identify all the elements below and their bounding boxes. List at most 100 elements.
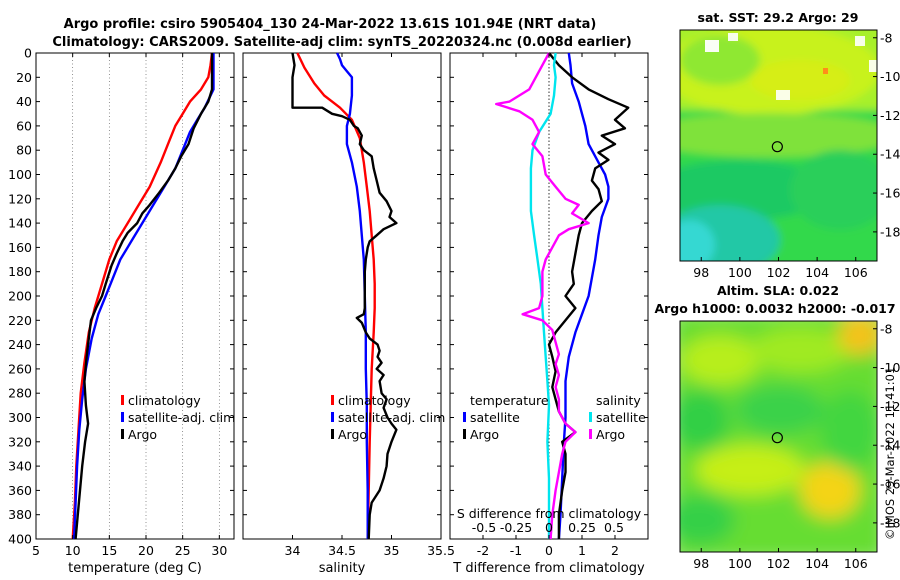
map-y-tick-label: -18 (880, 515, 900, 530)
series-line-argo (291, 52, 398, 540)
legend-label-s-argo: Argo (596, 427, 625, 442)
series-line-climatology (296, 52, 376, 540)
legend-label-argo: Argo (128, 427, 157, 442)
y-tick-label: 0 (24, 46, 32, 61)
legend-label-climatology: climatology (128, 393, 201, 408)
map-y-tick-label: -12 (880, 399, 900, 414)
map-y-tick-label: -18 (880, 224, 900, 239)
map-x-tick-label: 104 (805, 556, 829, 571)
legend-swatch-argo (331, 429, 334, 439)
y-tick-label: 160 (8, 240, 32, 255)
argo-location-marker (771, 141, 783, 153)
x-tick-label: -1 (510, 543, 522, 558)
legend-swatch-satellite (331, 412, 334, 422)
sst-map-title: sat. SST: 29.2 Argo: 29 (698, 10, 859, 25)
map-x-tick-label: 106 (844, 556, 868, 571)
sst-map-field (680, 30, 877, 261)
s-tick-label: 0.5 (604, 520, 624, 535)
sla-map-title-line1: Altim. SLA: 0.022 (717, 283, 839, 298)
x-tick-label: 20 (138, 543, 154, 558)
sla-map: Altim. SLA: 0.022 Argo h1000: 0.0032 h20… (654, 283, 900, 571)
y-tick-label: 260 (8, 361, 32, 376)
x-tick-label: 10 (65, 543, 81, 558)
y-tick-label: 300 (8, 410, 32, 425)
map-x-tick-label: 102 (767, 265, 791, 280)
map-y-tick-label: -14 (880, 147, 900, 162)
x-tick-label: 0 (545, 543, 553, 558)
y-tick-label: 180 (8, 264, 32, 279)
salinity-xlabel: salinity (319, 561, 366, 576)
difference-legend: temperature satellite Argo salinity sate… (463, 393, 646, 442)
y-tick-label: 20 (16, 70, 32, 85)
map-y-tick-label: -16 (880, 186, 900, 201)
map-y-tick-label: -12 (880, 108, 900, 123)
y-tick-label: 140 (8, 216, 32, 231)
series-line-climatology (71, 52, 214, 540)
s-tick-label: 0 (545, 520, 553, 535)
y-tick-label: 40 (16, 94, 32, 109)
difference-top-xlabel: S difference from climatology (457, 506, 642, 521)
series-line-satellite-adj-clim (336, 52, 369, 539)
x-tick-label: 35 (384, 543, 400, 558)
y-tick-label: 320 (8, 434, 32, 449)
legend-label-satellite: satellite-adj. clim (338, 410, 445, 425)
x-tick-label: 30 (211, 543, 227, 558)
legend-label-t-satellite: satellite (470, 410, 520, 425)
legend-label-climatology: climatology (338, 393, 411, 408)
legend-swatch-argo (121, 429, 124, 439)
y-tick-label: 240 (8, 337, 32, 352)
salinity-legend: climatology satellite-adj. clim Argo (331, 393, 445, 442)
y-tick-label: 120 (8, 191, 32, 206)
legend-title-temperature: temperature (470, 393, 549, 408)
s-tick-label: -0.5 (472, 520, 496, 535)
sla-map-title-line2: Argo h1000: 0.0032 h2000: -0.017 (654, 301, 895, 316)
map-x-tick-label: 106 (844, 265, 868, 280)
y-tick-label: 400 (8, 532, 32, 547)
map-x-tick-label: 98 (693, 556, 709, 571)
x-tick-label: 1 (578, 543, 586, 558)
salinity-axes (242, 52, 442, 540)
salinity-panel: 34 34.5 35 35.5 salinity climatology satell… (242, 52, 455, 576)
legend-label-satellite: satellite-adj. clim (128, 410, 235, 425)
map-y-tick-label: -14 (880, 438, 900, 453)
legend-label-t-argo: Argo (470, 427, 499, 442)
legend-swatch-t-satellite (463, 412, 466, 422)
legend-swatch-satellite (121, 412, 124, 422)
x-tick-label: 2 (611, 543, 619, 558)
figure-title-line1: Argo profile: csiro 5905404_130 24-Mar-2… (64, 17, 597, 32)
map-y-tick-label: -8 (880, 321, 893, 336)
legend-swatch-s-satellite (589, 412, 592, 422)
series-line-argo (74, 53, 214, 540)
map-x-tick-label: 104 (805, 265, 829, 280)
difference-top-ticklabels: -0.5 -0.25 0 0.25 0.5 (472, 520, 624, 535)
y-tick-label: 80 (16, 143, 32, 158)
s-tick-label: -0.25 (500, 520, 532, 535)
legend-swatch-climatology (331, 395, 334, 405)
series-line-s-satellite (529, 52, 557, 539)
y-tick-label: 360 (8, 483, 32, 498)
y-tick-label: 380 (8, 507, 32, 522)
map-y-tick-label: -10 (880, 69, 900, 84)
y-tick-label: 60 (16, 118, 32, 133)
y-tick-label: 220 (8, 313, 32, 328)
legend-swatch-t-argo (463, 429, 466, 439)
series-line-satellite-adj-clim (72, 53, 215, 540)
legend-swatch-s-argo (589, 429, 592, 439)
imos-watermark: ©IMOS 29-Mar-2022 11:41:01 (883, 367, 897, 540)
difference-panel: -2 -1 0 1 2 T difference from climatology S … (449, 52, 649, 576)
map-y-tick-label: -10 (880, 360, 900, 375)
series-line-s-argo (495, 52, 590, 540)
x-tick-label: 35.5 (427, 543, 455, 558)
s-tick-label: 0.25 (568, 520, 596, 535)
map-x-tick-label: 100 (728, 556, 752, 571)
sst-map: sat. SST: 29.2 Argo: 29 98 100 102 104 (679, 10, 900, 280)
series-line-t-satellite (557, 52, 610, 540)
x-tick-label: 34.5 (328, 543, 356, 558)
map-x-tick-label: 98 (693, 265, 709, 280)
map-x-tick-label: 100 (728, 265, 752, 280)
temperature-xlabel: temperature (deg C) (68, 561, 202, 576)
map-y-tick-label: -8 (880, 30, 893, 45)
temperature-legend: climatology satellite-adj. clim Argo (121, 393, 235, 442)
legend-title-salinity: salinity (596, 393, 641, 408)
